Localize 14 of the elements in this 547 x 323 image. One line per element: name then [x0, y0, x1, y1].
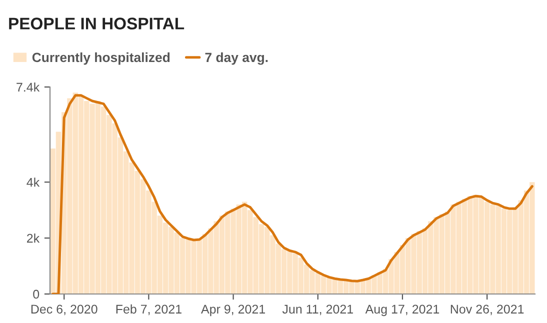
- legend-label: 7 day avg.: [205, 52, 268, 65]
- x-tick-label: Apr 9, 2021: [201, 304, 265, 316]
- y-tick-label: 4k: [26, 178, 40, 187]
- y-tick-label: 7.4k: [16, 82, 40, 92]
- x-tick-label: Jun 11, 2021: [282, 304, 353, 316]
- y-tick-label: 0: [33, 290, 40, 299]
- chart-title: PEOPLE IN HOSPITAL: [9, 18, 184, 30]
- x-tick-label: Dec 6, 2020: [31, 304, 98, 316]
- line-series: [52, 94, 534, 294]
- x-tick-label: Feb 7, 2021: [116, 304, 182, 316]
- x-tick-label: Aug 17, 2021: [365, 304, 440, 316]
- y-tick-label: 2k: [27, 234, 40, 243]
- x-tick-label: Nov 26, 2021: [450, 304, 524, 316]
- legend-label: Currently hospitalized: [32, 52, 170, 65]
